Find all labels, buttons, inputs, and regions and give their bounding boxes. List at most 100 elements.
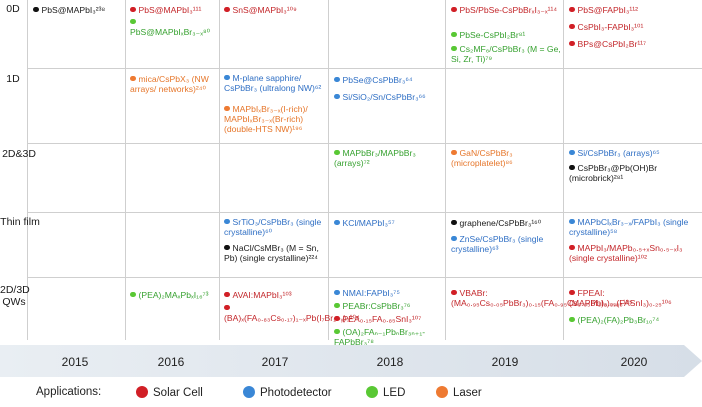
entry-text: PbS@MAPbI₃¹¹¹ <box>138 5 202 15</box>
entry-text: PbS@MAPbI₃²³⁸ <box>41 5 106 15</box>
entry-text: VBABr:(MA₀.₉₅Cs₀.₀₅PbBr₃)₀.₁₅(FA₀.₉₅Cs₀.… <box>451 288 633 308</box>
entry-mica-cspbx3: mica/CsPbX₃ (NW arrays/ networks)²⁴⁰ <box>130 74 218 94</box>
entry-text: MAPbI₃/MAPb₀.₅₊ₓSn₀.₅₋ₓI₃ (single crysta… <box>569 243 683 263</box>
entry-ba-fa-cs: (BA)ₓ(FA₀.₈₃Cs₀.₁₇)₁₋ₓPb(I₇Br₁₋ᵧ)₃¹⁰⁴ <box>224 303 360 323</box>
application-dot <box>334 219 340 225</box>
entry-text: AVAI:MAPbI₃¹⁰³ <box>232 290 292 300</box>
entry-si-cspbbr3-arrays: Si/CsPbBr₃ (arrays)⁶⁵ <box>569 148 699 158</box>
column-divider <box>445 0 446 340</box>
legend-item-solar-cell: Solar Cell <box>136 386 203 399</box>
photodetector-dot <box>243 386 255 398</box>
legend-title: Applications: <box>36 386 102 398</box>
entry-pbs-mapbi3-2015: PbS@MAPbI₃²³⁸ <box>33 5 125 15</box>
entry-text: Si/CsPbBr₃ (arrays)⁶⁵ <box>577 148 660 158</box>
legend-label: Laser <box>453 387 482 399</box>
application-dot <box>451 235 457 241</box>
led-dot <box>366 386 378 398</box>
year-label-2016: 2016 <box>157 355 185 369</box>
application-dot <box>334 93 340 99</box>
year-label-2015: 2015 <box>61 355 89 369</box>
column-divider <box>219 0 220 340</box>
entry-peabr-cspbbr3: PEABr:CsPbBr₃⁷⁶ <box>334 301 442 311</box>
row-divider <box>27 277 702 278</box>
entry-text: Cs₂MF₆/CsPbBr₃ (M = Ge, Si, Zr, Ti)⁷⁹ <box>451 44 561 64</box>
year-label-2018: 2018 <box>376 355 404 369</box>
application-dot <box>569 40 575 46</box>
application-dot <box>451 149 457 155</box>
application-dot <box>569 23 575 29</box>
row-divider <box>27 212 702 213</box>
entry-text: (OA)₂FAₙ₋₁PbₙBr₃ₙ₊₁-FAPbBr₃⁷⁸ <box>334 327 426 347</box>
entry-text: M-plane sapphire/ CsPbBr₃ (ultralong NW)… <box>224 73 322 93</box>
application-dot <box>451 289 457 295</box>
application-dot <box>224 304 230 310</box>
timeline-arrow <box>0 345 702 377</box>
entry-text: NaCl/CsMBr₃ (M = Sn, Pb) (single crystal… <box>224 243 319 263</box>
application-dot <box>451 219 457 225</box>
legend-item-laser: Laser <box>436 386 482 399</box>
entry-text: (PEA)₂MAₓPbₓI₁₆⁷³ <box>138 290 209 300</box>
entry-pea-fa-sni3: PEA₀.₁₅FA₀.₈₅SnI₃¹⁰⁷ <box>334 314 442 324</box>
year-label-2019: 2019 <box>491 355 519 369</box>
entry-text: CsPbBr₃@Pb(OH)Br (microbrick)²⁸¹ <box>569 163 658 183</box>
application-dot <box>130 75 136 81</box>
entry-text: mica/CsPbX₃ (NW arrays/ networks)²⁴⁰ <box>130 74 209 94</box>
entry-text: (PEA)₂(FA)₂Pb₃Br₁₀⁷⁴ <box>577 315 660 325</box>
application-dot <box>569 149 575 155</box>
entry-mapbclxbr-fapbi3: MAPbClₓBr₃₋ₓ/FAPbI₃ (single crystalline)… <box>569 217 699 237</box>
entry-nacl-csmbr3: NaCl/CsMBr₃ (M = Sn, Pb) (single crystal… <box>224 243 326 263</box>
application-dot <box>130 6 136 12</box>
column-divider <box>328 0 329 340</box>
application-dot <box>224 244 230 250</box>
legend-item-led: LED <box>366 386 405 399</box>
entry-text: PbSe-CsPbI₂Br⁸¹ <box>459 30 526 40</box>
entry-bps-cspbi2br: BPs@CsPbI₂Br¹¹⁷ <box>569 39 699 49</box>
entry-pbs-mapbixbr-2016: PbS@MAPbIₓBr₃₋ₓ⁸⁰ <box>130 17 218 37</box>
entry-double-hts-nw: MAPbIₓBr₃₋ₓ(I-rich)/ MAPbIₓBr₃₋ₓ(Br-rich… <box>224 104 328 134</box>
entry-text: PbS@FAPbI₃¹¹² <box>577 5 638 15</box>
row-label-2d3d: 2D&3D <box>2 148 36 160</box>
legend-label: Photodetector <box>260 387 332 399</box>
entry-mapbbr3-arrays: MAPbBr₃/MAPbBr₃ (arrays)⁷² <box>334 148 442 168</box>
entry-kcl-mapbi3: KCl/MAPbI₃⁵⁷ <box>334 218 442 228</box>
application-dot <box>451 31 457 37</box>
entry-text: PbS@MAPbIₓBr₃₋ₓ⁸⁰ <box>130 27 211 37</box>
entry-pea-mapb: (PEA)₂MAₓPbₓI₁₆⁷³ <box>130 290 218 300</box>
column-divider <box>125 0 126 340</box>
application-dot <box>224 291 230 297</box>
entry-oa-fa-pb: (OA)₂FAₙ₋₁PbₙBr₃ₙ₊₁-FAPbBr₃⁷⁸ <box>334 327 442 347</box>
entry-text: ZnSe/CsPbBr₃ (single crystalline)⁶³ <box>451 234 544 254</box>
application-dot <box>334 289 340 295</box>
row-label-0d: 0D <box>6 3 20 15</box>
entry-cspbi3-fapbi3: CsPbI₃-FAPbI₃¹⁰¹ <box>569 22 699 32</box>
entry-pbs-pbse-cspbbr: PbS/PbSe-CsPbBrₓI₃₋ₓ¹¹⁴ <box>451 5 559 15</box>
application-dot <box>334 76 340 82</box>
entry-avai-mapbi3: AVAI:MAPbI₃¹⁰³ <box>224 290 326 300</box>
entry-text: FPEAI:(MAPbI₃)₀.₇₅(FASnI₃)₀.₂₅¹⁰⁶ <box>569 288 672 308</box>
application-dot <box>130 18 136 24</box>
year-label-2017: 2017 <box>261 355 289 369</box>
solar-cell-dot <box>136 386 148 398</box>
entry-pbs-mapbi3-2016: PbS@MAPbI₃¹¹¹ <box>130 5 222 15</box>
entry-text: MAPbBr₃/MAPbBr₃ (arrays)⁷² <box>334 148 416 168</box>
application-dot <box>224 74 230 80</box>
entry-text: CsPbI₃-FAPbI₃¹⁰¹ <box>577 22 644 32</box>
row-divider <box>27 143 702 144</box>
row-label-qws: 2D/3D QWs <box>0 284 30 308</box>
application-dot <box>334 315 340 321</box>
application-dot <box>569 6 575 12</box>
application-dot <box>569 289 575 295</box>
legend-label: Solar Cell <box>153 387 203 399</box>
entry-text: (BA)ₓ(FA₀.₈₃Cs₀.₁₇)₁₋ₓPb(I₇Br₁₋ᵧ)₃¹⁰⁴ <box>224 313 360 323</box>
laser-dot <box>436 386 448 398</box>
application-dot <box>569 316 575 322</box>
entry-text: KCl/MAPbI₃⁵⁷ <box>342 218 395 228</box>
application-dot <box>224 6 230 12</box>
entry-text: MAPbIₓBr₃₋ₓ(I-rich)/ MAPbIₓBr₃₋ₓ(Br-rich… <box>224 104 308 134</box>
application-dot <box>130 291 136 297</box>
column-divider <box>27 0 28 340</box>
entry-text: MAPbClₓBr₃₋ₓ/FAPbI₃ (single crystalline)… <box>569 217 689 237</box>
entry-text: graphene/CsPbBr₃¹⁶⁰ <box>459 218 542 228</box>
application-dot <box>334 328 340 334</box>
application-dot <box>224 105 230 111</box>
